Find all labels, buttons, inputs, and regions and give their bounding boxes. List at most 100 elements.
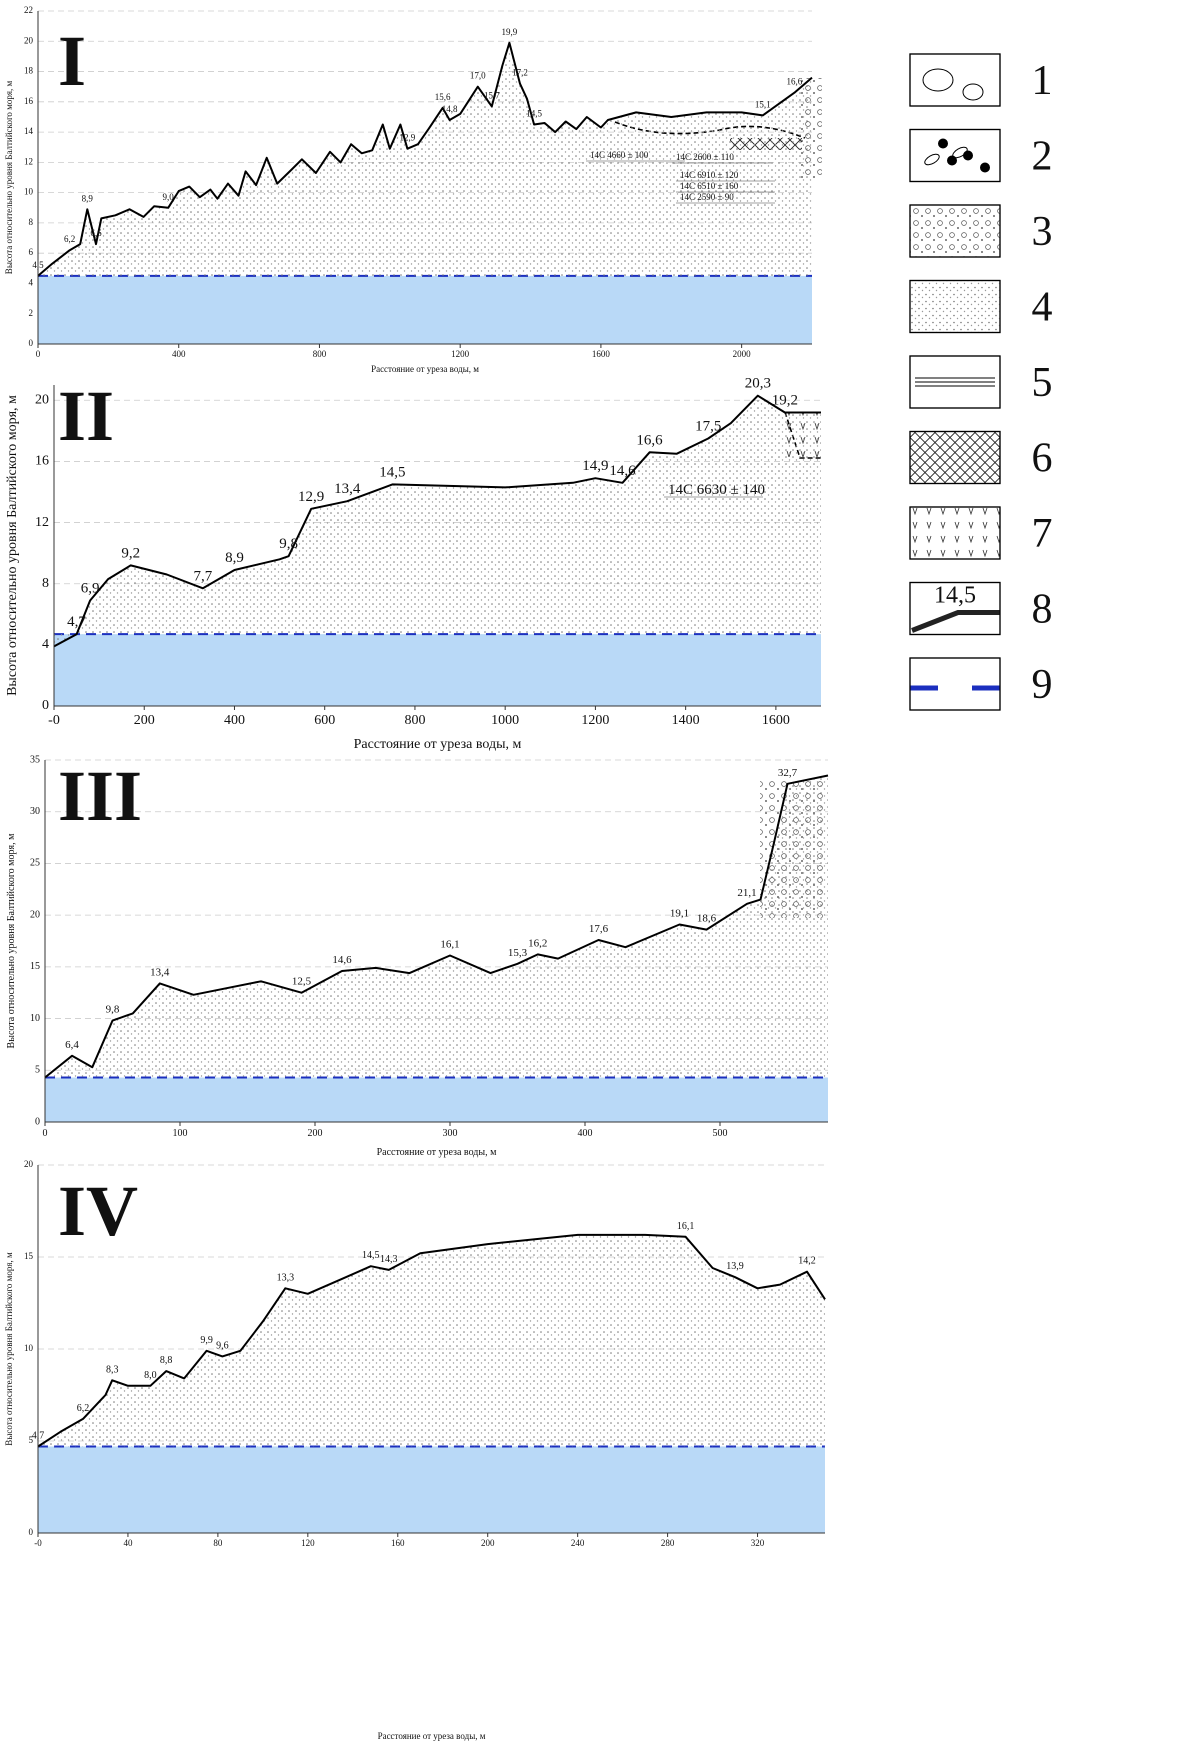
y-tick-label: 12: [35, 515, 49, 530]
value-label: 14,3: [380, 1254, 398, 1265]
y-tick-label: 20: [35, 393, 49, 408]
legend-label: 3: [1032, 209, 1053, 255]
y-tick-label: 20: [24, 1159, 34, 1169]
legend-item: 6: [910, 432, 1053, 484]
value-label: 6,4: [65, 1039, 79, 1051]
value-label: 8,9: [82, 193, 94, 203]
y-axis-label: Высота относительно уровня Балтийского м…: [5, 395, 20, 696]
y-tick-label: 16: [35, 454, 49, 469]
legend-label: 8: [1032, 587, 1053, 633]
x-tick-label: 400: [224, 713, 245, 728]
y-tick-label: 8: [42, 576, 49, 591]
y-tick-label: 20: [30, 909, 40, 920]
x-tick-label: 200: [134, 713, 155, 728]
panel-title: II: [58, 376, 114, 456]
x-tick-label: 100: [173, 1128, 188, 1139]
value-label: 6,2: [64, 234, 75, 244]
panel-title: I: [58, 21, 86, 101]
value-label: 13,4: [150, 966, 170, 978]
value-label: 9,6: [216, 1340, 229, 1351]
y-tick-label: 25: [30, 858, 40, 869]
y-axis-label: Высота относительно уровня Балтийского м…: [4, 1252, 14, 1446]
x-tick-label: 160: [391, 1538, 405, 1548]
x-axis-label: Расстояние от уреза воды, м: [378, 1731, 486, 1741]
x-axis-label: Расстояние от уреза воды, м: [371, 364, 479, 374]
x-tick-label: 800: [404, 713, 425, 728]
legend-item: 3: [910, 205, 1053, 257]
value-label: 15,3: [508, 947, 528, 959]
radiocarbon-date: 14C 4660 ± 100: [590, 150, 649, 160]
value-label: 9,0: [163, 192, 175, 202]
x-tick-label: 120: [301, 1538, 315, 1548]
value-label: 19,2: [772, 393, 798, 409]
radiocarbon-date: 14C 6630 ± 140: [668, 482, 765, 498]
y-tick-label: 2: [29, 308, 34, 318]
radiocarbon-date: 14C 6510 ± 160: [680, 181, 739, 191]
y-tick-label: 0: [29, 1527, 34, 1537]
value-label: 13,4: [334, 481, 361, 497]
x-tick-label: 320: [751, 1538, 765, 1548]
legend-item: 4: [910, 281, 1053, 333]
value-label: 13,3: [277, 1272, 295, 1283]
legend-swatch: [910, 205, 1000, 257]
x-tick-label: 800: [313, 349, 327, 359]
radiocarbon-date: 14C 2600 ± 110: [676, 152, 734, 162]
value-label: 13,9: [726, 1261, 744, 1272]
x-tick-label: 80: [213, 1538, 223, 1548]
x-tick-label: -0: [34, 1538, 42, 1548]
value-label: 9,8: [106, 1004, 120, 1016]
value-label: 16,6: [636, 432, 663, 448]
legend-swatch: [910, 507, 1000, 559]
value-label: 9,2: [121, 545, 140, 561]
x-tick-label: 280: [661, 1538, 675, 1548]
x-tick-label: -0: [48, 713, 60, 728]
radiocarbon-date: 14C 2590 ± 90: [680, 192, 734, 202]
legend-swatch: [910, 432, 1000, 484]
value-label: 14,2: [798, 1256, 816, 1267]
value-label: 17,2: [512, 68, 528, 78]
value-label: 7,7: [194, 568, 213, 584]
y-tick-label: 30: [30, 806, 40, 817]
y-tick-label: 8: [29, 217, 34, 227]
legend-label: 7: [1032, 511, 1053, 557]
value-label: 14,9: [582, 458, 608, 474]
legend-box: [910, 658, 1000, 710]
legend-swatch: [947, 156, 957, 166]
value-label: 15,7: [484, 90, 500, 100]
value-label: 20,3: [745, 376, 771, 392]
legend-item: 1: [910, 54, 1053, 106]
legend-item: 5: [910, 356, 1053, 408]
y-tick-label: 16: [24, 96, 34, 106]
x-tick-label: 40: [123, 1538, 133, 1548]
x-tick-label: 1600: [762, 713, 790, 728]
x-tick-label: 1200: [451, 349, 470, 359]
value-label: 12,9: [400, 133, 416, 143]
legend-item: 2: [910, 130, 1053, 182]
value-label: 8,8: [160, 1355, 173, 1366]
x-tick-label: 2000: [733, 349, 752, 359]
x-tick-label: 300: [443, 1128, 458, 1139]
value-label: 16,2: [528, 937, 547, 949]
legend-item: 7: [910, 507, 1053, 559]
value-label: 32,7: [778, 767, 798, 779]
value-label: 9,9: [200, 1335, 213, 1346]
legend-label: 4: [1032, 285, 1053, 331]
value-label: 6,9: [81, 581, 100, 597]
y-tick-label: 0: [42, 698, 49, 713]
legend-sample-label: 14,5: [934, 583, 976, 609]
x-axis-label: Расстояние от уреза воды, м: [377, 1147, 498, 1158]
legend-swatch: [963, 151, 973, 161]
value-label: 17,6: [589, 923, 609, 935]
value-label: 6,6: [90, 228, 102, 238]
legend-label: 2: [1032, 134, 1053, 180]
x-tick-label: 1200: [581, 713, 609, 728]
value-label: 19,9: [502, 27, 518, 37]
x-tick-label: 0: [36, 349, 41, 359]
value-label: 19,1: [670, 907, 689, 919]
panel-title: III: [58, 756, 142, 836]
value-label: 14,5: [379, 464, 405, 480]
legend: 123456714,589: [910, 54, 1053, 710]
water-area: [38, 276, 812, 344]
y-tick-label: 10: [30, 1013, 40, 1024]
y-axis-label: Высота относительно уровня Балтийского м…: [6, 833, 17, 1049]
